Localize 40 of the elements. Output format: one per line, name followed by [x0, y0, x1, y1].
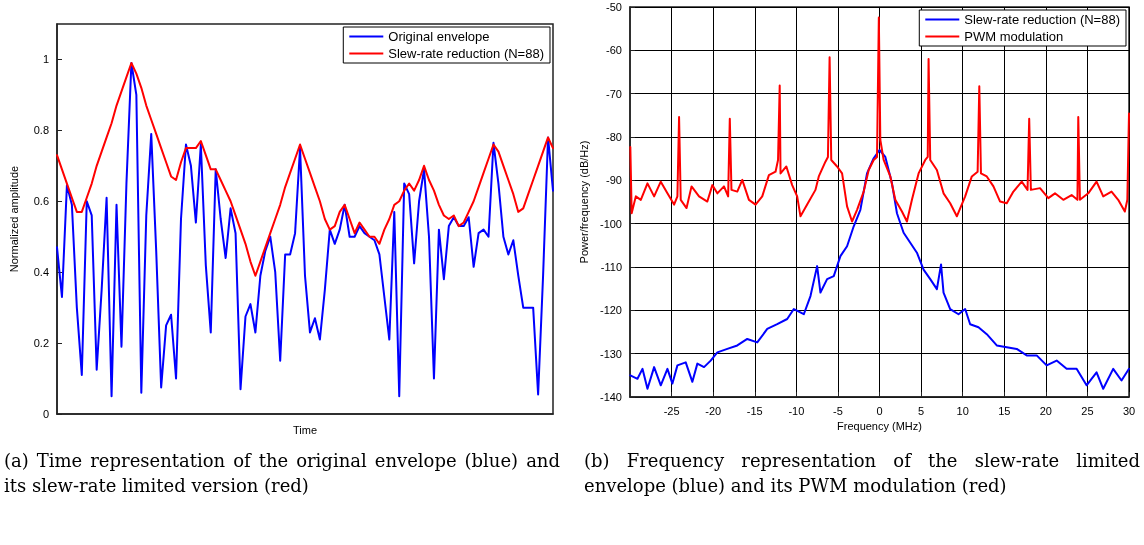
legend-label: PWM modulation: [964, 29, 1064, 44]
x-tick-label: -15: [746, 404, 763, 417]
y-tick-label: 1: [42, 53, 49, 66]
x-axis-title: Frequency (MHz): [837, 420, 922, 433]
text: (a) Time representation of the original envelope (blue) and its slew-rate limited version (red): [4, 449, 560, 498]
x-tick-label: -10: [788, 404, 805, 417]
y-tick-label: -90: [606, 174, 622, 187]
line-series: [56, 62, 554, 277]
text: (b) Frequency representation of the slew-rate limited envelope (blue) and its PWM modulation (red): [584, 449, 1140, 498]
x-axis-title: Time: [292, 423, 318, 436]
y-tick-label: -120: [599, 304, 622, 317]
line-series: [629, 149, 1130, 390]
x-tick-label: -25: [663, 404, 680, 417]
legend-label: Slew-rate reduction (N=88): [964, 12, 1121, 27]
y-tick-label: -110: [600, 261, 622, 273]
y-axis-title: Normalized amplitude: [7, 165, 20, 273]
x-tick-label: -20: [705, 404, 722, 417]
x-tick-label: -5: [833, 404, 843, 417]
legend-label: Original envelope: [388, 29, 490, 44]
x-tick-label: 10: [956, 404, 969, 417]
y-tick-label: -70: [606, 87, 622, 100]
y-tick-label: -140: [599, 391, 622, 403]
x-tick-label: 5: [918, 404, 925, 417]
y-tick-label: -80: [606, 131, 622, 143]
x-tick-label: 15: [998, 404, 1011, 417]
y-tick-label: 0.2: [33, 337, 49, 350]
y-tick-label: -60: [606, 44, 622, 57]
x-tick-label: 20: [1039, 404, 1052, 417]
line-series: [629, 16, 1130, 223]
y-tick-label: -50: [606, 1, 622, 13]
y-tick-label: -100: [599, 217, 622, 230]
y-tick-label: 0.4: [33, 266, 49, 279]
x-tick-label: 30: [1122, 404, 1136, 417]
legend-label: Slew-rate reduction (N=88): [388, 46, 545, 61]
x-tick-label: 0: [876, 404, 883, 417]
y-tick-label: 0.8: [33, 124, 49, 137]
y-tick-label: -130: [599, 347, 622, 360]
y-tick-label: 0.6: [33, 195, 49, 208]
x-tick-label: 25: [1081, 404, 1094, 417]
y-axis-title: Power/frequency (dB/Hz): [577, 140, 590, 264]
